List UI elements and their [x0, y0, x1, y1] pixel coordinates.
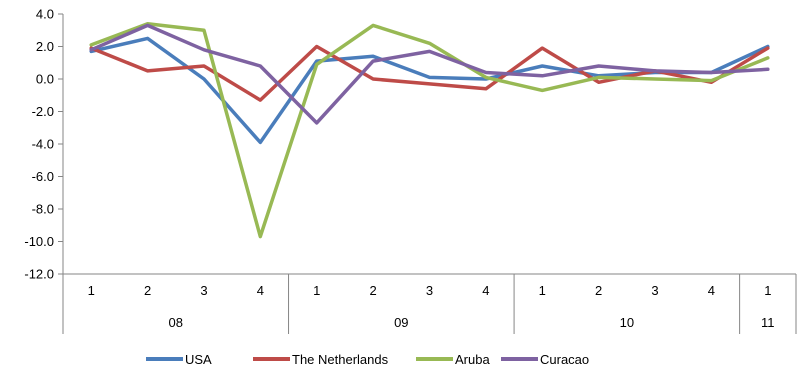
x-tick-label: 3: [200, 283, 207, 298]
x-tick-label: 2: [595, 283, 602, 298]
y-tick-label: 4.0: [36, 7, 54, 22]
y-tick-label: -10.0: [24, 234, 54, 249]
series-line-aruba: [89, 22, 770, 239]
y-tick-label: 2.0: [36, 39, 54, 54]
x-group-label: 11: [761, 315, 775, 330]
x-group-label: 10: [620, 315, 634, 330]
chart-axes: 4.0 2.0 0.0 -2.0 -4.0 -6.0 -8.0 -10.0 -12.0 1 2 3 4 1…: [24, 7, 797, 334]
y-tick-label: -6.0: [32, 169, 54, 184]
y-tick-label: -12.0: [24, 267, 54, 282]
x-tick-label: 3: [426, 283, 433, 298]
y-tick-label: -2.0: [32, 104, 54, 119]
y-tick-label: -8.0: [32, 202, 54, 217]
x-tick-label: 1: [313, 283, 320, 298]
series-line-the-netherlands: [89, 44, 770, 102]
x-tick-label: 1: [88, 283, 95, 298]
y-tick-label: -4.0: [32, 137, 54, 152]
series-line-usa: [89, 36, 770, 145]
x-tick-label: 2: [144, 283, 151, 298]
x-tick-label: 1: [764, 283, 771, 298]
x-group-label: 09: [394, 315, 408, 330]
x-tick-label: 4: [257, 283, 264, 298]
x-group-label: 08: [169, 315, 183, 330]
x-tick-label: 2: [369, 283, 376, 298]
legend-label: USA: [185, 352, 212, 367]
x-tick-label: 4: [482, 283, 489, 298]
x-tick-label: 4: [708, 283, 715, 298]
legend-label: Curacao: [540, 352, 589, 367]
legend-label: Aruba: [455, 352, 490, 367]
x-tick-label: 3: [651, 283, 658, 298]
chart-series: [89, 22, 770, 239]
chart-legend: USA The Netherlands Aruba Curacao: [146, 352, 589, 367]
x-tick-label: 1: [539, 283, 546, 298]
y-tick-label: 0.0: [36, 72, 54, 87]
series-line-curacao: [89, 23, 770, 125]
legend-label: The Netherlands: [292, 352, 389, 367]
